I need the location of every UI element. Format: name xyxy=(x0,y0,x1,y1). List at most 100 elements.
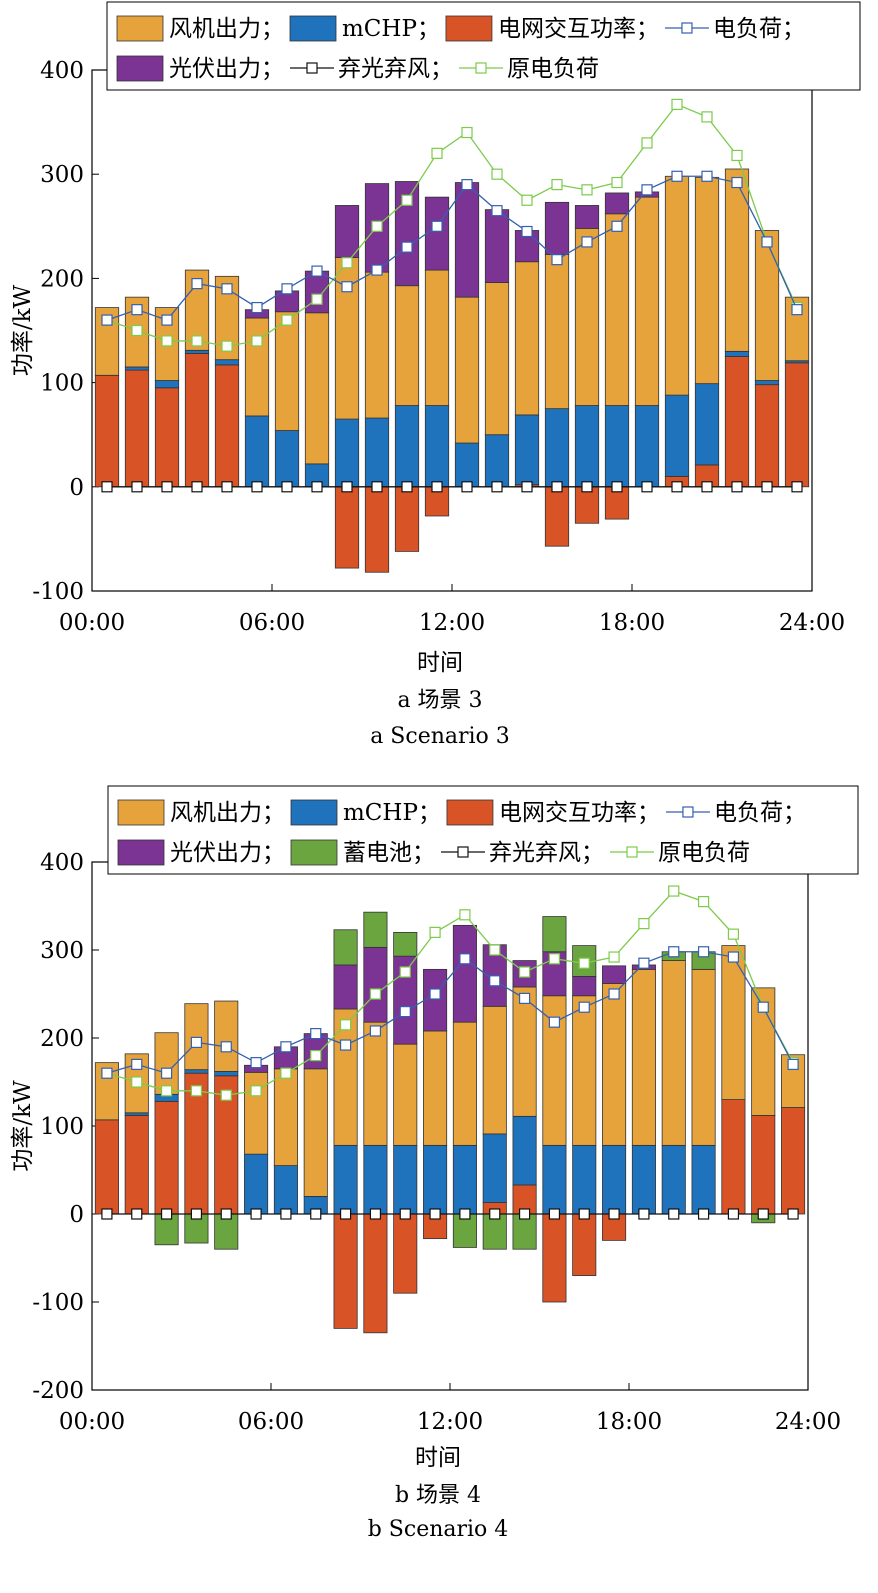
marker-load xyxy=(731,176,743,189)
marker-load xyxy=(491,205,503,217)
bar-wind xyxy=(274,311,300,431)
x-tick-label: 00:00 xyxy=(59,610,125,636)
marker-load xyxy=(190,1036,203,1048)
marker-curtail xyxy=(551,481,563,493)
marker-curtail xyxy=(611,481,623,493)
bar-mchp xyxy=(634,405,660,488)
marker-load xyxy=(131,1058,143,1070)
bar-mchp xyxy=(691,1144,716,1215)
x-tick-label: 24:00 xyxy=(775,1409,841,1435)
marker-orig_load xyxy=(160,1085,173,1097)
legend-swatch-wind xyxy=(116,15,164,42)
bar-wind xyxy=(574,227,600,406)
marker-orig_load xyxy=(581,184,593,196)
marker-load xyxy=(281,283,293,295)
bar-mchp xyxy=(482,1133,507,1203)
marker-orig_load xyxy=(339,1019,352,1031)
marker-orig_load xyxy=(250,1085,262,1097)
marker-load xyxy=(311,265,323,277)
bar-mchp xyxy=(214,1071,239,1077)
line-load xyxy=(106,951,794,1074)
bar-pv xyxy=(604,192,630,215)
marker-orig_load xyxy=(608,951,620,963)
legend-marker-orig_load xyxy=(626,846,638,858)
bar-mchp xyxy=(333,1144,358,1215)
marker-curtail xyxy=(608,1208,620,1220)
marker-load xyxy=(250,1057,262,1069)
bar-wind xyxy=(634,196,660,406)
bar-grid xyxy=(334,486,360,569)
marker-orig_load xyxy=(638,918,650,930)
marker-curtail xyxy=(131,481,143,493)
marker-load xyxy=(251,301,263,314)
marker-load xyxy=(131,304,143,316)
bar-mchp xyxy=(452,1144,477,1215)
y-tick-label: 300 xyxy=(40,938,84,964)
marker-load xyxy=(371,264,383,276)
bar-mchp xyxy=(424,405,450,488)
x-axis-title: 时间 xyxy=(417,650,463,676)
marker-curtail xyxy=(459,1208,471,1220)
y-tick-label: -100 xyxy=(32,1290,84,1316)
legend-label: 光伏出力； xyxy=(170,840,285,866)
y-axis-title: 功率/kW xyxy=(10,1080,36,1172)
bar-mchp xyxy=(631,1144,656,1215)
marker-orig_load xyxy=(399,966,411,978)
marker-curtail xyxy=(101,1208,113,1220)
y-tick-label: 400 xyxy=(40,850,84,876)
marker-load xyxy=(761,236,773,248)
marker-orig_load xyxy=(701,111,713,123)
bar-pv xyxy=(424,196,450,271)
marker-load xyxy=(671,170,683,182)
caption-en: b Scenario 4 xyxy=(368,1517,509,1542)
marker-curtail xyxy=(581,481,593,493)
marker-curtail xyxy=(757,1208,769,1220)
legend-label: 原电负荷 xyxy=(507,56,599,82)
bar-wind xyxy=(94,307,120,376)
marker-curtail xyxy=(221,481,233,493)
bar-wind xyxy=(214,275,240,361)
legend: 风机出力； mCHP； 电网交互功率； 电负荷； 光伏出力； 蓄电池； 弃光弃风； 原电负荷 xyxy=(107,785,859,875)
bar-wind xyxy=(512,986,537,1117)
marker-orig_load xyxy=(369,988,382,1000)
bar-mchp xyxy=(154,380,180,389)
legend-swatch-mchp xyxy=(289,15,337,42)
bar-grid xyxy=(721,1099,746,1215)
marker-curtail xyxy=(727,1208,740,1220)
marker-load xyxy=(160,1067,173,1079)
marker-curtail xyxy=(429,1208,441,1220)
bar-grid xyxy=(94,1119,119,1215)
bar-wind xyxy=(631,968,656,1146)
marker-load xyxy=(611,220,623,232)
marker-curtail xyxy=(191,481,203,493)
bar-grid xyxy=(124,1115,149,1215)
bar-wind xyxy=(154,1032,179,1095)
bar-mchp xyxy=(334,418,360,488)
bar-wind xyxy=(604,213,630,406)
bar-wind xyxy=(661,960,686,1146)
bar-pv xyxy=(333,964,358,1010)
legend-marker-load xyxy=(681,22,693,34)
y-tick-label: -100 xyxy=(32,579,84,605)
bar-grid xyxy=(544,486,570,547)
marker-load xyxy=(518,992,531,1004)
marker-curtail xyxy=(548,1208,561,1220)
bar-mchp xyxy=(512,1115,537,1186)
bar-wind xyxy=(244,317,270,417)
bar-mchp xyxy=(542,1144,567,1215)
bar-pv xyxy=(304,270,330,314)
bar-wind xyxy=(94,1062,119,1121)
marker-orig_load xyxy=(459,909,471,921)
marker-curtail xyxy=(401,481,413,493)
marker-orig_load xyxy=(131,324,143,337)
marker-curtail xyxy=(190,1208,203,1220)
line-orig_load xyxy=(106,890,794,1096)
marker-load xyxy=(221,283,233,295)
marker-load xyxy=(551,254,563,266)
marker-orig_load xyxy=(578,957,590,969)
bar-wind xyxy=(514,261,540,416)
bar-wind xyxy=(394,285,420,406)
bar-grid xyxy=(364,486,390,573)
marker-orig_load xyxy=(611,176,623,189)
marker-load xyxy=(399,1006,411,1018)
